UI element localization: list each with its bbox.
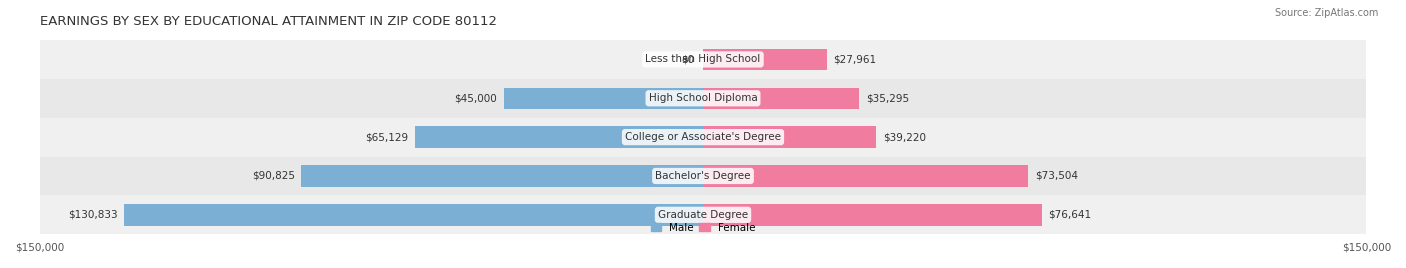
Bar <box>703 204 1042 225</box>
Text: $0: $0 <box>681 54 695 64</box>
Bar <box>39 195 1367 234</box>
Bar <box>503 88 703 109</box>
Bar <box>415 126 703 148</box>
Bar <box>703 88 859 109</box>
Text: College or Associate's Degree: College or Associate's Degree <box>626 132 780 142</box>
Text: High School Diploma: High School Diploma <box>648 93 758 103</box>
Text: $73,504: $73,504 <box>1035 171 1078 181</box>
Text: Source: ZipAtlas.com: Source: ZipAtlas.com <box>1274 8 1378 18</box>
Bar <box>703 49 827 70</box>
Text: $65,129: $65,129 <box>366 132 408 142</box>
Text: Graduate Degree: Graduate Degree <box>658 210 748 220</box>
Text: Less than High School: Less than High School <box>645 54 761 64</box>
Bar <box>39 40 1367 79</box>
Text: Bachelor's Degree: Bachelor's Degree <box>655 171 751 181</box>
Text: $35,295: $35,295 <box>866 93 908 103</box>
Bar <box>703 165 1028 187</box>
Legend: Male, Female: Male, Female <box>647 219 759 237</box>
Bar <box>39 118 1367 157</box>
Text: $130,833: $130,833 <box>67 210 118 220</box>
Text: $27,961: $27,961 <box>834 54 876 64</box>
Text: $45,000: $45,000 <box>454 93 498 103</box>
Text: $90,825: $90,825 <box>252 171 295 181</box>
Text: $39,220: $39,220 <box>883 132 927 142</box>
Text: $76,641: $76,641 <box>1049 210 1091 220</box>
Bar <box>39 79 1367 118</box>
Bar <box>301 165 703 187</box>
Bar <box>703 126 876 148</box>
Bar <box>124 204 703 225</box>
Text: EARNINGS BY SEX BY EDUCATIONAL ATTAINMENT IN ZIP CODE 80112: EARNINGS BY SEX BY EDUCATIONAL ATTAINMEN… <box>39 15 496 28</box>
Bar <box>39 157 1367 195</box>
